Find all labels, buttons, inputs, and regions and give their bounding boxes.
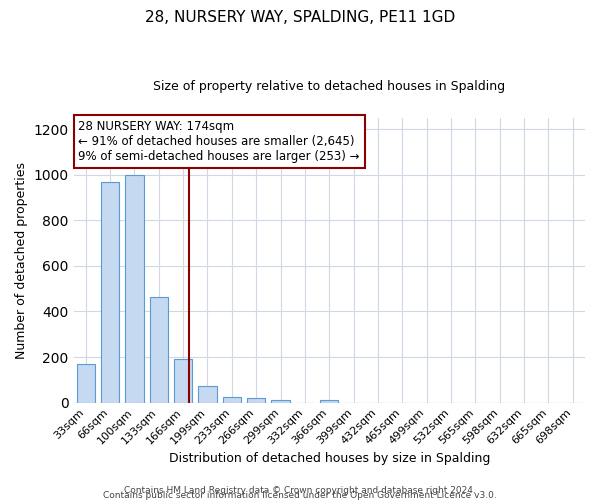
Bar [174, 360, 192, 403]
Text: Contains public sector information licensed under the Open Government Licence v3: Contains public sector information licen… [103, 491, 497, 500]
Bar [320, 400, 338, 402]
Bar [77, 364, 95, 403]
Text: Contains HM Land Registry data © Crown copyright and database right 2024.: Contains HM Land Registry data © Crown c… [124, 486, 476, 495]
Y-axis label: Number of detached properties: Number of detached properties [15, 162, 28, 358]
Bar [247, 398, 265, 402]
Text: 28, NURSERY WAY, SPALDING, PE11 1GD: 28, NURSERY WAY, SPALDING, PE11 1GD [145, 10, 455, 25]
Bar [223, 397, 241, 402]
Bar [101, 182, 119, 402]
Title: Size of property relative to detached houses in Spalding: Size of property relative to detached ho… [153, 80, 505, 93]
Bar [149, 296, 168, 403]
Bar [199, 386, 217, 402]
Bar [271, 400, 290, 402]
X-axis label: Distribution of detached houses by size in Spalding: Distribution of detached houses by size … [169, 452, 490, 465]
Bar [125, 174, 143, 402]
Text: 28 NURSERY WAY: 174sqm
← 91% of detached houses are smaller (2,645)
9% of semi-d: 28 NURSERY WAY: 174sqm ← 91% of detached… [79, 120, 360, 163]
